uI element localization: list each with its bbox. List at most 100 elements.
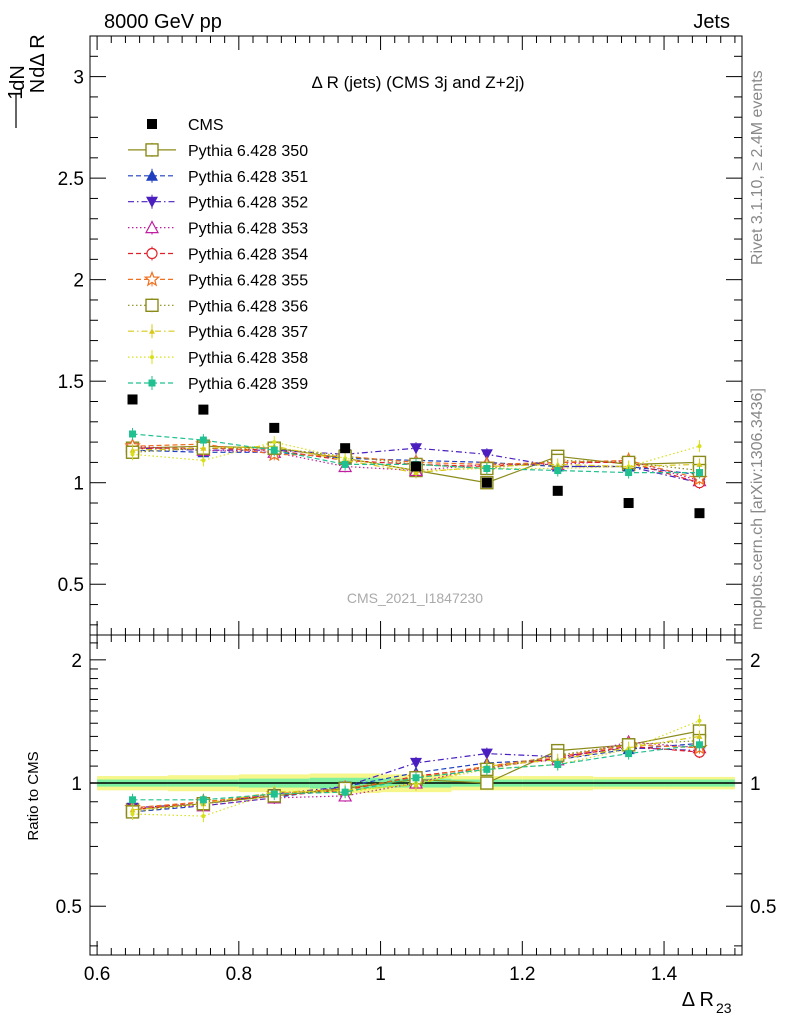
main-data-point [129, 430, 137, 438]
legend-marker [148, 379, 156, 387]
main-data-point [696, 461, 703, 467]
ratio-data-point [480, 748, 493, 760]
main-data-point [201, 458, 206, 463]
ratio-data-point [201, 814, 206, 819]
header-energy: 8000 GeV pp [104, 11, 222, 33]
ratio-data-point [199, 796, 207, 804]
axis-ticks: 0.6 0.8 1 1.2 1.4 0.5 1 1.5 2 2.5 3 0.5 0.5 1 1 2 2 [56, 36, 776, 985]
legend-entry-cms: CMS [147, 117, 224, 134]
legend-label: CMS [188, 117, 224, 134]
ratio-y-tick-label-right: 0.5 [750, 897, 776, 918]
x-tick-label: 1 [375, 964, 386, 985]
main-data-point [554, 467, 562, 475]
main-data-point [343, 456, 348, 461]
main-data-point [200, 445, 207, 451]
legend-entry: Pythia 6.428 357 [128, 324, 308, 341]
legend-label: Pythia 6.428 352 [188, 195, 308, 212]
ratio-y-tick-label-right: 1 [750, 774, 761, 795]
legend-label: Pythia 6.428 356 [188, 298, 308, 315]
data-series [124, 394, 708, 823]
x-axis-label: Δ R 23 [682, 989, 732, 1016]
main-y-axis-label: 1 dN N dΔ R [5, 34, 49, 128]
ratio-series-line [132, 742, 700, 813]
legend-marker [146, 196, 158, 208]
legend-entry: Pythia 6.428 353 [128, 220, 308, 238]
svg-text:23: 23 [716, 1000, 732, 1016]
mcplots-label: mcplots.cern.ch [arXiv:1306.3436] [749, 388, 766, 630]
header-process: Jets [693, 11, 730, 33]
ratio-series-line [132, 745, 700, 811]
main-data-point [480, 449, 493, 461]
main-y-tick-label: 2 [73, 271, 84, 292]
legend-label: Pythia 6.428 350 [188, 143, 308, 160]
x-tick-label: 1.2 [509, 964, 535, 985]
legend-entry: Pythia 6.428 355 [128, 270, 308, 289]
main-data-point [625, 469, 633, 477]
legend-marker [150, 355, 154, 360]
main-data-point [697, 444, 702, 449]
main-data-point [270, 446, 278, 454]
svg-text:dN: dN [7, 65, 29, 91]
legend-label: Pythia 6.428 354 [188, 247, 308, 264]
ratio-y-tick-label-left: 0.5 [56, 897, 82, 918]
main-y-tick-label: 1.5 [58, 372, 84, 393]
legend-label: Pythia 6.428 357 [188, 324, 308, 341]
ratio-series-line [132, 740, 700, 813]
ratio-plot-frame [89, 634, 743, 956]
legend: CMS Pythia 6.428 350 Pythia 6.428 351 Pythi… [128, 117, 308, 393]
ratio-y-tick-label-right: 2 [750, 651, 761, 672]
main-data-point [410, 443, 422, 455]
legend-label: Pythia 6.428 351 [188, 169, 308, 186]
ratio-data-point [341, 788, 349, 796]
watermark: CMS_2021_I1847230 [347, 590, 483, 606]
legend-marker [144, 220, 160, 234]
ratio-data-point [270, 790, 278, 798]
legend-marker [146, 247, 158, 260]
cms-data-point [694, 508, 705, 519]
legend-marker [145, 298, 159, 312]
main-series-line [132, 433, 700, 474]
legend-marker [143, 270, 161, 287]
ratio-data-point [130, 812, 135, 817]
ratio-y-tick-label-left: 1 [71, 774, 82, 795]
ratio-data-point [625, 750, 633, 758]
main-y-tick-label: 0.5 [58, 575, 84, 596]
cms-data-point [411, 461, 421, 472]
svg-text:Δ R: Δ R [682, 989, 714, 1011]
ratio-data-point [697, 718, 702, 723]
ratio-data-point [412, 774, 420, 782]
main-data-point [626, 464, 631, 469]
ratio-data-point [129, 796, 137, 804]
cms-data-point [127, 394, 138, 405]
legend-entry: Pythia 6.428 356 [128, 298, 308, 315]
legend-marker [146, 169, 158, 181]
ratio-data-point [554, 760, 562, 768]
rivet-version-label: Rivet 3.1.10, ≥ 2.4M events [749, 70, 766, 265]
svg-text:dΔ R: dΔ R [27, 34, 49, 77]
ratio-series-line [132, 744, 700, 801]
legend-label: Pythia 6.428 359 [188, 376, 308, 393]
plot-frames [89, 35, 743, 956]
ratio-data-point [410, 757, 422, 769]
cms-data-point [340, 443, 351, 454]
ratio-y-axis-label: Ratio to CMS [25, 751, 42, 840]
legend-entry: Pythia 6.428 359 [128, 376, 308, 393]
main-y-tick-label: 2.5 [58, 169, 84, 190]
main-title: Δ R (jets) (CMS 3j and Z+2j) [311, 73, 524, 92]
legend-entry: Pythia 6.428 358 [128, 350, 308, 367]
ratio-data-point [695, 741, 703, 749]
legend-label: Pythia 6.428 353 [188, 221, 308, 238]
cms-data-point [269, 422, 280, 433]
cms-data-point [198, 404, 209, 415]
main-data-point [272, 440, 277, 445]
legend-entry: Pythia 6.428 350 [128, 142, 308, 160]
ratio-data-point [480, 776, 494, 790]
legend-label: Pythia 6.428 358 [188, 350, 308, 367]
cms-data-point [623, 498, 634, 509]
legend-marker [149, 328, 155, 334]
x-tick-label: 0.8 [226, 964, 252, 985]
main-y-tick-label: 3 [73, 68, 84, 89]
svg-text:N: N [27, 79, 49, 93]
main-data-point [199, 436, 207, 444]
legend-marker [145, 143, 159, 157]
